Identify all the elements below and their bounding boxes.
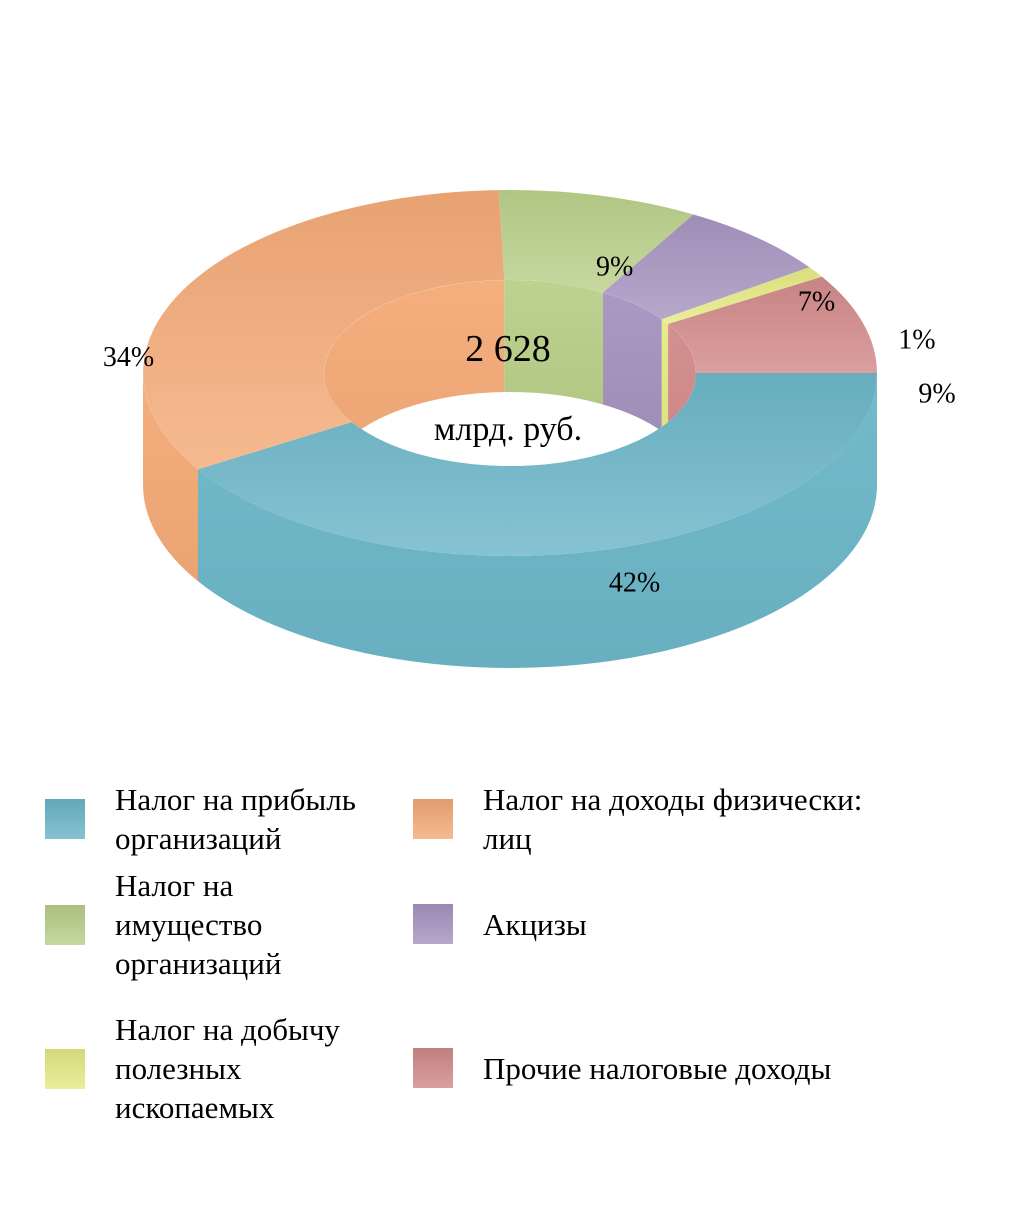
- donut-chart: 2 628 млрд. руб. 42% 34% 9% 7% 1% 9%: [103, 190, 956, 668]
- legend-swatch: [45, 904, 85, 945]
- percent-labels: 42% 34% 9% 7% 1% 9%: [103, 251, 956, 598]
- legend-swatch: [45, 799, 85, 839]
- legend-swatch: [413, 1048, 453, 1088]
- legend: Налог на прибыль организаций Налог на до…: [0, 740, 1032, 1160]
- legend-swatch: [413, 799, 453, 839]
- legend-swatch: [413, 904, 453, 944]
- legend-item: Налог на добычу полезных ископаемых: [45, 1010, 340, 1127]
- slice-top-1: [143, 190, 505, 470]
- donut-sides: [143, 373, 877, 668]
- donut-inner-wall: [324, 280, 696, 466]
- slice-inner-1: [324, 280, 505, 466]
- legend-label: Акцизы: [483, 906, 587, 942]
- percent-label: 9%: [918, 378, 955, 409]
- slice-side-0: [198, 373, 877, 668]
- percent-label: 9%: [596, 251, 633, 282]
- center-unit: млрд. руб.: [434, 411, 582, 448]
- slice-top-5: [668, 276, 877, 373]
- slice-top-2: [498, 190, 694, 293]
- legend-label: Налог на доходы физически: лиц: [483, 782, 863, 856]
- legend-item: Налог на прибыль организаций: [45, 780, 356, 858]
- slice-top-3: [603, 214, 810, 320]
- percent-label: 42%: [609, 567, 660, 598]
- center-value: 2 628: [465, 328, 551, 370]
- percent-label: 34%: [103, 342, 154, 373]
- percent-label: 1%: [898, 325, 935, 356]
- legend-label: Налог на имущество организаций: [115, 868, 282, 981]
- legend-item: Налог на имущество организаций: [45, 866, 281, 983]
- slice-side-1: [143, 373, 198, 582]
- legend-item: Налог на доходы физически: лиц: [413, 780, 862, 858]
- donut-top: [143, 190, 877, 556]
- slice-top-4: [661, 267, 822, 324]
- legend-item: Акцизы: [413, 904, 587, 944]
- slice-top-0: [198, 373, 877, 556]
- legend-label: Прочие налоговые доходы: [483, 1050, 832, 1086]
- legend-item: Прочие налоговые доходы: [413, 1048, 831, 1088]
- slice-inner-3: [603, 292, 662, 432]
- slice-inner-4: [661, 319, 669, 436]
- legend-label: Налог на добычу полезных ископаемых: [115, 1012, 340, 1125]
- slice-inner-2: [504, 280, 603, 405]
- legend-swatch: [45, 1048, 85, 1089]
- percent-label: 7%: [798, 286, 835, 317]
- legend-label: Налог на прибыль организаций: [115, 782, 356, 856]
